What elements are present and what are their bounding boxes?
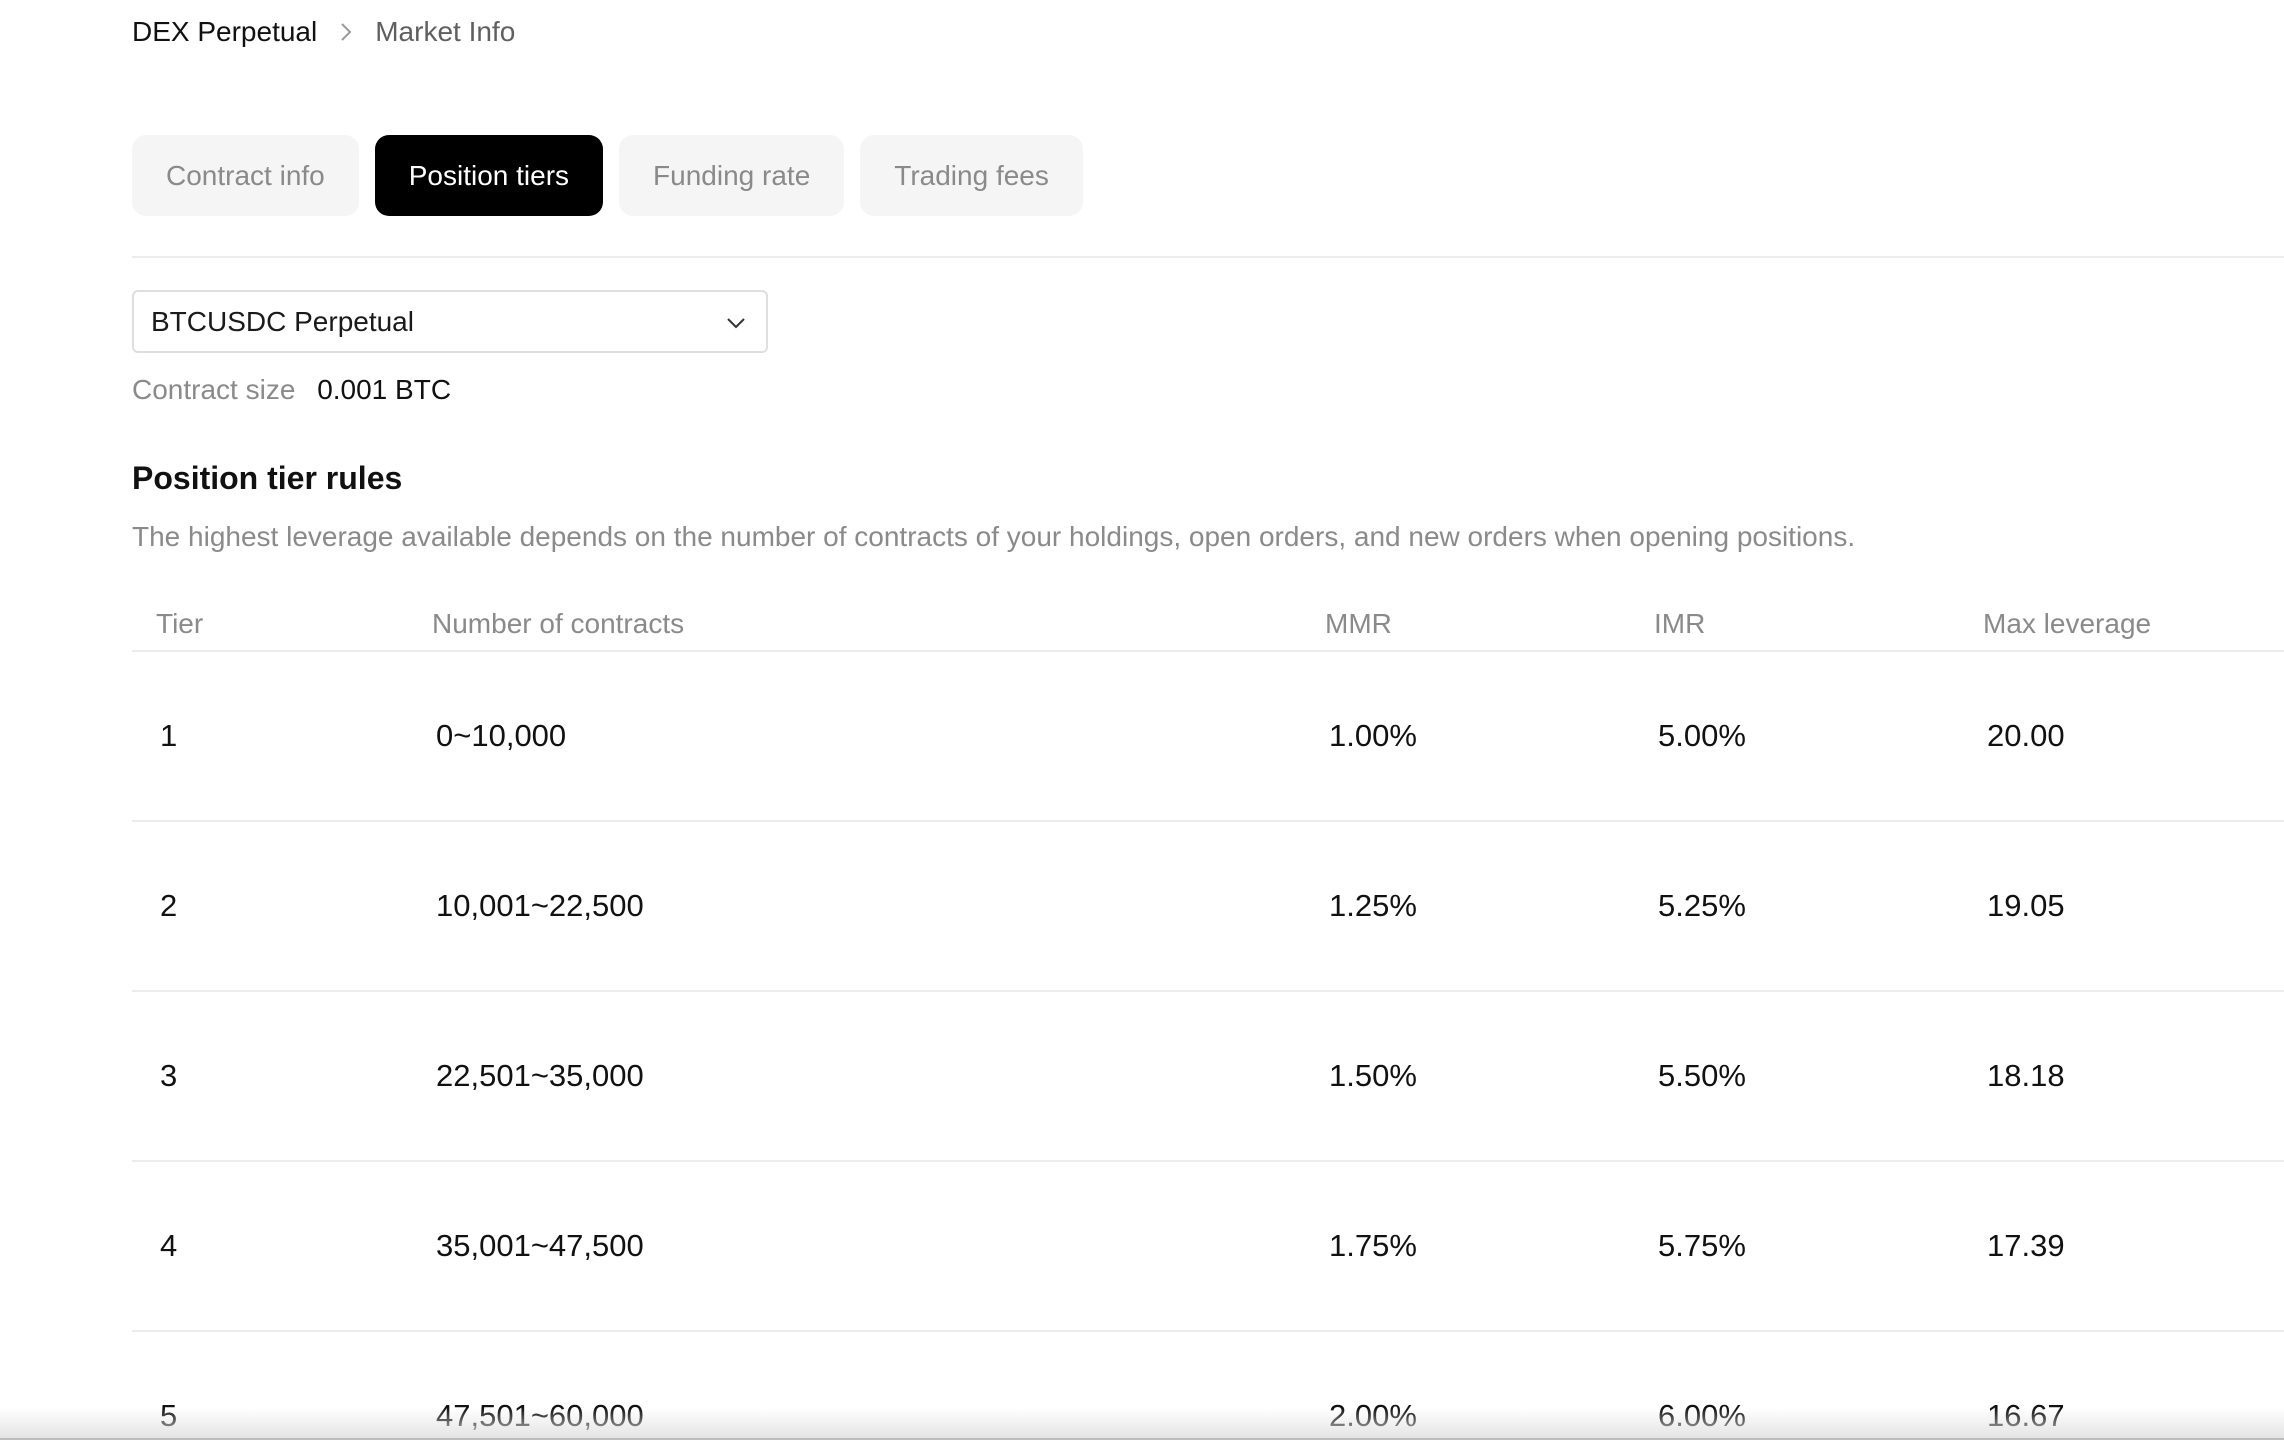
cell-max-leverage: 18.18 bbox=[1987, 1058, 2065, 1093]
cell-tier: 3 bbox=[160, 1058, 178, 1093]
column-header-max-leverage: Max leverage bbox=[1983, 608, 2152, 639]
cell-max-leverage: 20.00 bbox=[1987, 718, 2065, 753]
cell-mmr: 2.00% bbox=[1329, 1398, 1417, 1433]
cell-contracts: 47,501~60,000 bbox=[436, 1398, 644, 1433]
tab-bar: Contract info Position tiers Funding rat… bbox=[132, 135, 1083, 216]
cell-tier: 2 bbox=[160, 888, 178, 923]
cell-imr: 6.00% bbox=[1658, 1398, 1746, 1433]
cell-mmr: 1.00% bbox=[1329, 718, 1417, 753]
cell-contracts: 35,001~47,500 bbox=[436, 1228, 644, 1263]
cell-mmr: 1.25% bbox=[1329, 888, 1417, 923]
chevron-down-icon bbox=[724, 306, 748, 338]
instrument-select-value: BTCUSDC Perpetual bbox=[151, 305, 414, 337]
tab-funding-rate[interactable]: Funding rate bbox=[619, 135, 845, 216]
contract-size: Contract size 0.001 BTC bbox=[132, 370, 451, 410]
cell-contracts: 10,001~22,500 bbox=[436, 888, 644, 923]
tab-position-tiers[interactable]: Position tiers bbox=[374, 135, 604, 216]
contract-size-value: 0.001 BTC bbox=[317, 374, 452, 405]
chevron-right-icon bbox=[339, 21, 353, 43]
tab-contract-info[interactable]: Contract info bbox=[132, 135, 359, 216]
tab-trading-fees[interactable]: Trading fees bbox=[860, 135, 1083, 216]
column-header-contracts: Number of contracts bbox=[432, 608, 685, 639]
table-row: 3 22,501~35,000 1.50% 5.50% 18.18 bbox=[132, 992, 2284, 1162]
cell-max-leverage: 19.05 bbox=[1987, 888, 2065, 923]
cell-tier: 4 bbox=[160, 1228, 178, 1263]
table-header: Tier Number of contracts MMR IMR Max lev… bbox=[132, 600, 2284, 652]
cell-imr: 5.75% bbox=[1658, 1228, 1746, 1263]
cell-tier: 1 bbox=[160, 718, 178, 753]
cell-tier: 5 bbox=[160, 1398, 178, 1433]
breadcrumb: DEX Perpetual Market Info bbox=[132, 12, 515, 52]
column-header-tier: Tier bbox=[156, 608, 204, 639]
cell-mmr: 1.50% bbox=[1329, 1058, 1417, 1093]
instrument-select[interactable]: BTCUSDC Perpetual bbox=[132, 290, 768, 353]
breadcrumb-dex-perpetual-link[interactable]: DEX Perpetual bbox=[132, 16, 318, 47]
cell-imr: 5.00% bbox=[1658, 718, 1746, 753]
cell-contracts: 0~10,000 bbox=[436, 718, 567, 753]
position-tiers-table: Tier Number of contracts MMR IMR Max lev… bbox=[132, 600, 2284, 1440]
cell-max-leverage: 16.67 bbox=[1987, 1398, 2065, 1433]
cell-imr: 5.50% bbox=[1658, 1058, 1746, 1093]
column-header-mmr: MMR bbox=[1325, 608, 1392, 639]
table-row: 1 0~10,000 1.00% 5.00% 20.00 bbox=[132, 652, 2284, 822]
divider bbox=[132, 256, 2284, 258]
table-row: 4 35,001~47,500 1.75% 5.75% 17.39 bbox=[132, 1162, 2284, 1332]
contract-size-label: Contract size bbox=[132, 374, 296, 405]
table-row: 5 47,501~60,000 2.00% 6.00% 16.67 bbox=[132, 1332, 2284, 1440]
section-title: Position tier rules bbox=[132, 460, 403, 496]
cell-max-leverage: 17.39 bbox=[1987, 1228, 2065, 1263]
breadcrumb-current: Market Info bbox=[375, 16, 516, 47]
cell-mmr: 1.75% bbox=[1329, 1228, 1417, 1263]
cell-imr: 5.25% bbox=[1658, 888, 1746, 923]
cell-contracts: 22,501~35,000 bbox=[436, 1058, 644, 1093]
section-description: The highest leverage available depends o… bbox=[132, 521, 1856, 552]
column-header-imr: IMR bbox=[1654, 608, 1706, 639]
table-row: 2 10,001~22,500 1.25% 5.25% 19.05 bbox=[132, 822, 2284, 992]
